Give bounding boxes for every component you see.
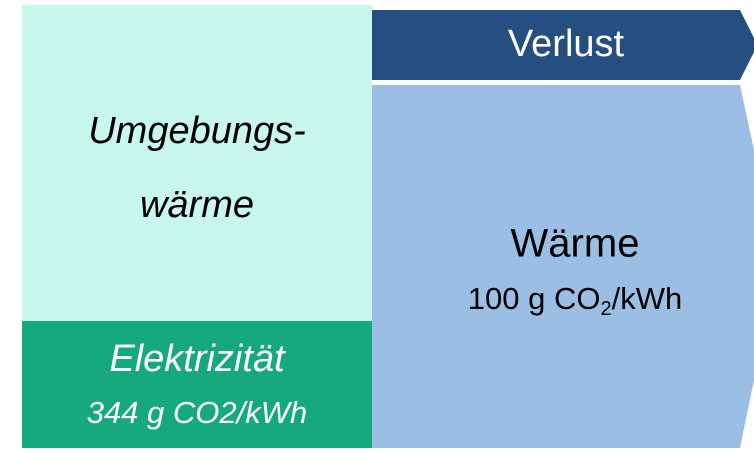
heat-sublabel: 100 g CO2/kWh — [468, 281, 682, 320]
loss-arrow — [372, 10, 754, 80]
ambient-heat-label: Umgebungs- — [88, 110, 306, 152]
ambient-heat-box — [22, 5, 372, 321]
electricity-sublabel: 344 g CO2/kWh — [87, 395, 308, 430]
heat-sublabel-part: /kWh — [612, 281, 683, 316]
electricity-label: Elektrizität — [109, 338, 286, 380]
heat-sublabel-subscript: 2 — [600, 298, 611, 320]
heat-label: Wärme — [511, 222, 640, 266]
electricity-box — [22, 321, 372, 448]
loss-label: Verlust — [508, 23, 625, 65]
ambient-heat-label: wärme — [140, 184, 254, 226]
heat-sublabel-part: 100 g CO — [468, 281, 601, 316]
heat-arrow — [372, 85, 754, 448]
